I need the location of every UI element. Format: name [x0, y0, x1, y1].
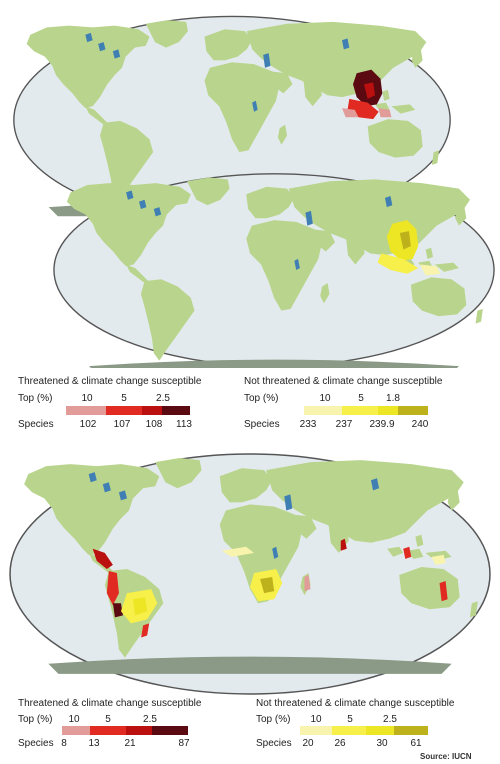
legend-top-tick: 10 — [81, 393, 93, 404]
hotspots-not-threatened — [120, 546, 446, 624]
legend-species-tick: 26 — [334, 738, 346, 749]
legend-swatch-4 — [394, 726, 428, 735]
legend-swatch-4 — [152, 726, 188, 735]
legend-species-tick: 30 — [376, 738, 388, 749]
legend-swatch-4 — [398, 406, 428, 415]
legend-species-tick: 233 — [299, 419, 317, 430]
map-bottom — [9, 453, 491, 695]
legend-species-tick: 102 — [79, 419, 97, 430]
legend-swatch-3 — [366, 726, 394, 735]
map-top-threatened — [13, 15, 451, 225]
legend-species-tick: 108 — [145, 419, 163, 430]
legend-species-label: Species — [18, 419, 54, 430]
legend-species-tick: 87 — [178, 738, 190, 749]
legend-species-label: Species — [18, 738, 54, 749]
legend-top-tick: 2.5 — [383, 714, 397, 725]
legend-species-tick: 61 — [410, 738, 422, 749]
legend-top-label: Top (%) — [244, 393, 279, 404]
legend-swatch-2 — [106, 406, 142, 415]
legend-top-tick: 5 — [347, 714, 353, 725]
legend-swatch-1 — [62, 726, 90, 735]
legend-species-tick: 113 — [176, 419, 192, 430]
legend-top-tick: 1.8 — [386, 393, 400, 404]
legend-swatch-2 — [332, 726, 366, 735]
legend-top-label: Top (%) — [18, 714, 53, 725]
legend-species-tick: 13 — [88, 738, 100, 749]
legend-swatch-1 — [304, 406, 342, 415]
legend-top-tick: 2.5 — [156, 393, 170, 404]
legend-swatch-2 — [90, 726, 126, 735]
legend-swatch-3 — [126, 726, 152, 735]
legend-swatch-3 — [378, 406, 398, 415]
legend-species-tick: 8 — [61, 738, 67, 749]
hotspots-threatened — [92, 538, 448, 638]
legend-species-tick: 237 — [335, 419, 353, 430]
legend-swatch-4 — [162, 406, 190, 415]
legend-top-tick: 5 — [121, 393, 127, 404]
legend-swatch-3 — [142, 406, 162, 415]
legend-species-tick: 107 — [113, 419, 131, 430]
legend-species-tick: 21 — [124, 738, 136, 749]
source-credit: Source: IUCN — [420, 752, 472, 761]
legend-swatch-1 — [300, 726, 332, 735]
legend-top-tick: 5 — [358, 393, 364, 404]
legend-species-label: Species — [256, 738, 292, 749]
legend-title: Not threatened & climate change suscepti… — [244, 376, 443, 387]
legend-top-tick: 10 — [319, 393, 331, 404]
legend-top-tick: 10 — [68, 714, 80, 725]
map-top-not-threatened — [53, 173, 495, 368]
legend-top-tick: 5 — [105, 714, 111, 725]
legend-species-tick: 20 — [302, 738, 314, 749]
legend-title: Threatened & climate change susceptible — [18, 698, 202, 709]
hotspot-southeast-asia-red — [342, 69, 392, 120]
legend-title: Threatened & climate change susceptible — [18, 376, 202, 387]
hotspot-southeast-asia-yellow — [377, 220, 441, 276]
legend-top-tick: 10 — [310, 714, 322, 725]
legend-swatch-1 — [66, 406, 106, 415]
legend-species-tick: 240 — [411, 419, 429, 430]
legend-species-tick: 239.9 — [369, 419, 395, 430]
legend-top-label: Top (%) — [256, 714, 291, 725]
legend-title: Not threatened & climate change suscepti… — [256, 698, 455, 709]
legend-species-label: Species — [244, 419, 280, 430]
legend-top-tick: 2.5 — [143, 714, 157, 725]
legend-top-label: Top (%) — [18, 393, 53, 404]
legend-swatch-2 — [342, 406, 378, 415]
